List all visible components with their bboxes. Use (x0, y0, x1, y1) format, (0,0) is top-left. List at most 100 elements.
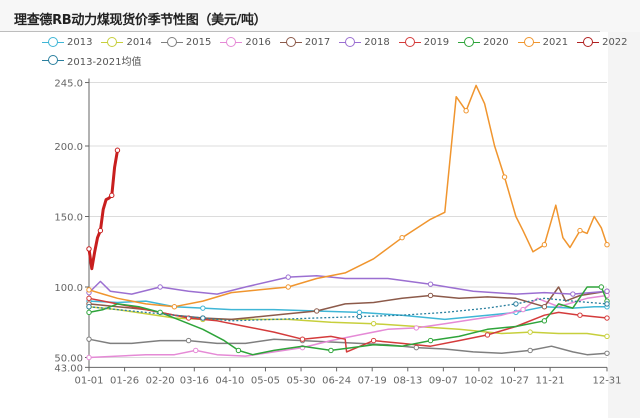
data-point-marker (604, 288, 610, 294)
legend-item-2019[interactable]: 2019 (398, 36, 450, 48)
legend-item-2022[interactable]: 2022 (577, 37, 628, 48)
legend-line-circle-icon (279, 37, 302, 47)
data-point-marker (604, 350, 610, 356)
legend-line-circle-icon (517, 37, 540, 47)
legend-label: 2014 (126, 36, 152, 48)
data-point-marker (570, 291, 576, 297)
data-point-marker (463, 108, 469, 114)
data-point-marker (157, 284, 163, 290)
legend-label: 2021 (542, 36, 569, 48)
header-divider (0, 31, 600, 32)
data-point-marker (370, 320, 377, 327)
data-point-marker (541, 242, 548, 248)
legend-item-2020[interactable]: 2020 (458, 37, 509, 48)
legend-row: 2013-2021均值 (42, 51, 602, 69)
data-point-marker (427, 337, 434, 344)
legend-label: 2019 (423, 36, 450, 48)
data-point-marker (484, 332, 491, 338)
data-point-marker (171, 304, 178, 310)
data-point-marker (185, 337, 192, 344)
legend-label: 2013-2021均值 (67, 56, 142, 68)
legend-line-circle-icon (160, 37, 183, 47)
data-point-marker (577, 312, 583, 318)
x-tick-label: 10-02 (464, 375, 493, 386)
x-tick-label: 04-10 (215, 375, 244, 386)
data-point-marker (527, 347, 533, 354)
chart-legend: 2013 2014 2015 2016 2017 2018 2019 2020 2021 2022… (42, 33, 628, 69)
legend-line-circle-icon (339, 37, 362, 47)
legend-line-circle-icon (42, 55, 64, 65)
data-point-marker (86, 246, 92, 252)
chart-header: 理查德RB动力煤现货价季节性图（美元/吨） (0, 0, 640, 32)
legend-label: 2017 (304, 36, 331, 48)
data-point-marker (86, 287, 92, 293)
series-line-2015 (88, 338, 608, 356)
legend-line-circle-icon (101, 37, 124, 47)
legend-item-2018[interactable]: 2018 (339, 36, 390, 48)
series-line-2016 (88, 294, 608, 359)
data-point-marker (413, 325, 420, 331)
legend-item-2013[interactable]: 2013 (42, 37, 92, 48)
data-point-marker (427, 292, 434, 299)
legend-item-2016[interactable]: 2016 (220, 37, 271, 48)
data-point-marker (413, 344, 420, 351)
x-tick-label: 03-16 (180, 375, 209, 386)
data-point-marker (86, 354, 92, 361)
data-point-marker (598, 284, 605, 290)
x-tick-label: 09-07 (429, 375, 458, 386)
data-point-marker (86, 304, 92, 310)
legend-line-circle-icon (398, 37, 421, 47)
legend-line-circle-icon (42, 37, 64, 47)
data-point-marker (513, 301, 519, 307)
series-line-2014 (88, 305, 608, 338)
data-point-marker (109, 192, 115, 199)
y-tick-label: 200.0 (54, 142, 83, 153)
x-tick-label: 01-01 (74, 375, 103, 386)
data-point-marker (399, 234, 405, 241)
legend-label: 2018 (364, 36, 390, 48)
data-point-marker (604, 242, 610, 248)
series-line-2022 (87, 149, 119, 271)
legend-label: 2013 (67, 36, 93, 48)
data-point-marker (356, 313, 363, 320)
data-point-marker (328, 347, 334, 354)
x-tick-label: 05-30 (287, 375, 316, 386)
chart-title: 理查德RB动力煤现货价季节性图（美元/吨） (14, 13, 267, 28)
scrollbar-track[interactable] (608, 32, 640, 418)
series-line-2013-2021均值 (88, 297, 608, 322)
x-tick-label: 02-20 (146, 375, 175, 386)
data-point-marker (370, 337, 377, 344)
legend-line-circle-icon (220, 37, 243, 47)
data-point-marker (193, 347, 199, 354)
data-point-marker (604, 315, 610, 321)
data-point-marker (577, 227, 583, 234)
legend-item-2021[interactable]: 2021 (517, 36, 569, 48)
x-tick-label: 12-31 (592, 375, 621, 386)
data-point-marker (520, 306, 526, 313)
data-point-marker (200, 305, 206, 311)
data-point-marker (604, 333, 610, 340)
data-point-marker (97, 227, 104, 234)
legend-item-2017[interactable]: 2017 (279, 36, 331, 48)
data-point-marker (604, 301, 610, 307)
data-point-marker (200, 315, 206, 321)
data-point-marker (501, 174, 508, 180)
series-line-2021 (88, 84, 608, 308)
legend-row: 2013 2014 2015 2016 2017 2018 2019 2020 2021 2022 (42, 33, 628, 51)
y-tick-label: 43.00 (54, 363, 83, 374)
data-point-marker (313, 308, 320, 314)
x-tick-label: 06-24 (322, 375, 351, 386)
legend-item-2014[interactable]: 2014 (101, 36, 152, 48)
legend-item-2015[interactable]: 2015 (160, 36, 212, 48)
data-point-marker (541, 304, 548, 310)
y-tick-label: 150.0 (54, 213, 83, 224)
data-point-marker (299, 336, 306, 342)
x-tick-label: 05-05 (251, 375, 280, 386)
x-tick-label: 01-26 (110, 375, 139, 386)
legend-label: 2015 (185, 36, 212, 48)
data-point-marker (114, 147, 121, 153)
legend-item-2013-2021均值[interactable]: 2013-2021均值 (42, 53, 142, 68)
x-tick-label: 11-21 (536, 375, 565, 386)
data-point-marker (86, 295, 92, 301)
